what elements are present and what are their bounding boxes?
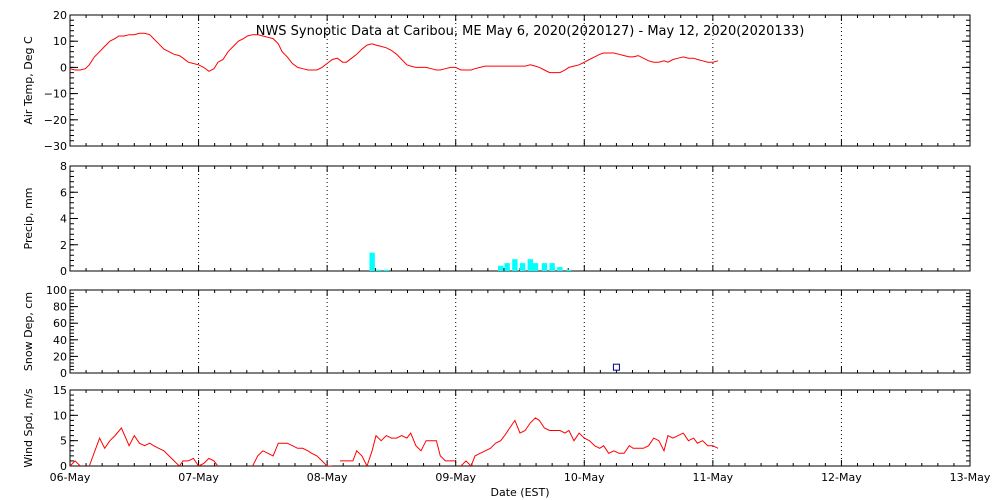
x-tick-label: 10-May <box>564 471 605 484</box>
precip-bar <box>383 269 389 271</box>
precip-bar <box>541 263 548 271</box>
snow-depth-point <box>612 363 620 371</box>
precip-bar <box>519 263 526 271</box>
x-tick-label: 09-May <box>435 471 476 484</box>
x-tick-label: 07-May <box>178 471 219 484</box>
x-axis-label: Date (EST) <box>490 486 549 499</box>
precip-bar <box>375 269 382 271</box>
y-tick-label: 0 <box>60 367 67 380</box>
y-tick-label: 0 <box>60 265 67 278</box>
precip-bar <box>566 269 572 271</box>
y-tick-label: 0 <box>60 460 67 473</box>
data-layer <box>70 417 719 466</box>
y-tick-label: 8 <box>60 160 67 173</box>
x-tick-label: 08-May <box>307 471 348 484</box>
series-line <box>88 427 219 466</box>
y-tick-label: 20 <box>53 9 67 22</box>
y-tick-label: −20 <box>44 114 67 127</box>
series-line <box>252 442 333 466</box>
y-tick-label: −30 <box>44 140 67 153</box>
precip-bar <box>549 263 555 271</box>
x-tick-label: 06-May <box>50 471 91 484</box>
y-tick-label: 15 <box>53 384 67 397</box>
y-axis-label: Air Temp, Deg C <box>22 36 35 125</box>
precip-bar <box>504 263 510 271</box>
air-temp-panel: 20 10 0 −10 −20 −30 Air Temp, Deg C <box>22 9 971 153</box>
y-tick-label: 100 <box>46 284 67 297</box>
data-layer <box>612 363 620 371</box>
y-tick-label: 40 <box>53 334 67 347</box>
series-line <box>70 32 719 74</box>
x-tick-labels: 06-May 07-May 08-May 09-May 10-May 11-May 12-M… <box>50 471 991 484</box>
x-tick-label: 13-May <box>950 471 991 484</box>
precip-bar <box>527 259 533 271</box>
data-layer <box>70 32 719 74</box>
data-layer <box>369 252 572 271</box>
y-axis-label: Wind Spd, m/s <box>22 388 35 468</box>
chart-title: NWS Synoptic Data at Caribou, ME May 6, … <box>256 24 805 39</box>
y-tick-label: 60 <box>53 317 67 330</box>
series-line <box>70 460 81 466</box>
precip-bar <box>557 267 563 271</box>
x-tick-label: 11-May <box>692 471 733 484</box>
y-tick-label: 80 <box>53 301 67 314</box>
precip-bar <box>532 263 539 271</box>
x-tick-label: 12-May <box>821 471 862 484</box>
wind-speed-panel: 15 10 5 0 Wind Spd, m/s <box>22 384 971 473</box>
plot-frame <box>69 289 971 374</box>
y-tick-label: 0 <box>60 61 67 74</box>
y-tick-label: 5 <box>60 435 67 448</box>
precip-bar <box>498 265 504 271</box>
y-axis-label: Snow Dep, cm <box>22 292 35 371</box>
precip-panel: 8 6 4 2 0 Precip, mm <box>22 160 971 278</box>
y-tick-label: 20 <box>53 350 67 363</box>
y-tick-label: 10 <box>53 409 67 422</box>
y-axis-label: Precip, mm <box>22 188 35 250</box>
y-tick-label: 2 <box>60 239 67 252</box>
snow-depth-panel: 100 80 60 40 20 0 Snow Dep, cm <box>22 284 971 380</box>
series-line <box>340 432 456 466</box>
precip-bar <box>512 259 518 271</box>
y-tick-label: −10 <box>44 88 67 101</box>
series-line <box>460 417 719 466</box>
y-tick-label: 6 <box>60 186 67 199</box>
precip-bar <box>369 252 375 271</box>
plot-frame <box>69 165 971 272</box>
plot-frame <box>69 389 971 467</box>
y-tick-label: 4 <box>60 213 67 226</box>
y-tick-label: 10 <box>53 35 67 48</box>
